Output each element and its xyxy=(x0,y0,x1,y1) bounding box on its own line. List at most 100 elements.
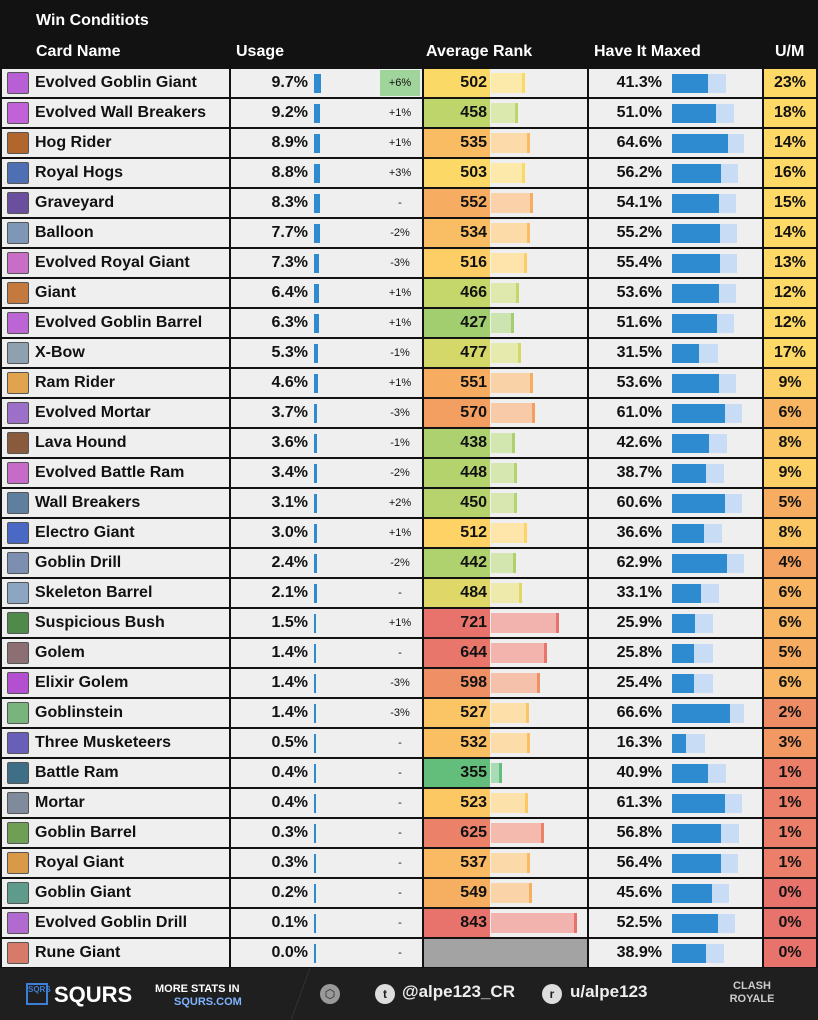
usage-bar xyxy=(314,704,317,723)
usage-change: +1% xyxy=(388,287,412,299)
um-cell: 0% xyxy=(764,909,816,937)
usage-change: +1% xyxy=(388,107,412,119)
maxed-bar xyxy=(672,764,708,783)
usage-change: -3% xyxy=(390,707,410,719)
maxed-value: 38.9% xyxy=(616,944,662,961)
card-name-cell: Evolved Wall Breakers xyxy=(2,99,229,127)
usage-change: +1% xyxy=(388,377,412,389)
rank-bar-edge xyxy=(574,913,578,933)
maxed-bar xyxy=(672,494,725,513)
usage-value: 0.0% xyxy=(271,944,308,961)
have-it-maxed-cell: 64.6% xyxy=(589,129,762,157)
rank-color-box xyxy=(424,609,490,637)
table-row: Skeleton Barrel 2.1% - 484 33.1% 6% xyxy=(2,578,816,608)
have-it-maxed-cell: 41.3% xyxy=(589,69,762,97)
usage-cell: 6.3% +1% xyxy=(231,309,422,337)
rank-color-box xyxy=(424,789,490,817)
rank-value: 502 xyxy=(460,74,487,91)
average-rank-cell: 503 xyxy=(424,159,587,187)
maxed-bar xyxy=(672,914,718,933)
have-it-maxed-cell: 52.5% xyxy=(589,909,762,937)
more-stats-link[interactable]: SQURS.COM xyxy=(174,996,242,1008)
um-cell: 9% xyxy=(764,369,816,397)
rank-bar-edge xyxy=(513,463,517,483)
average-rank-cell: 535 xyxy=(424,129,587,157)
card-name-cell: Elixir Golem xyxy=(2,669,229,697)
rank-bar xyxy=(491,223,527,243)
rank-color-box xyxy=(424,579,490,607)
usage-change: +1% xyxy=(388,137,412,149)
twitter-handle[interactable]: @alpe123_CR xyxy=(402,982,515,1001)
card-name: Electro Giant xyxy=(35,524,135,541)
rank-bar xyxy=(491,523,524,543)
average-rank-cell: 448 xyxy=(424,459,587,487)
rank-bar-edge xyxy=(540,823,544,843)
card-name-cell: Three Musketeers xyxy=(2,729,229,757)
usage-change: - xyxy=(398,887,402,899)
rank-value: 721 xyxy=(460,614,487,631)
rank-color-box xyxy=(424,519,490,547)
rank-value: 625 xyxy=(460,824,487,841)
rank-color-box xyxy=(424,219,490,247)
um-cell: 8% xyxy=(764,519,816,547)
more-stats-label: MORE STATS IN xyxy=(155,983,240,995)
card-name: Golem xyxy=(35,644,85,661)
reddit-alien-icon[interactable]: r xyxy=(542,984,562,1004)
usage-cell: 2.4% -2% xyxy=(231,549,422,577)
rank-bar-edge xyxy=(526,223,530,243)
average-rank-cell: 484 xyxy=(424,579,587,607)
usage-cell: 1.5% +1% xyxy=(231,609,422,637)
table-row: Electro Giant 3.0% +1% 512 36.6% 8% xyxy=(2,518,816,548)
rank-bar xyxy=(491,343,519,363)
usage-bar xyxy=(314,584,317,603)
usage-value: 3.7% xyxy=(271,404,308,421)
maxed-bar xyxy=(672,74,708,93)
usage-cell: 4.6% +1% xyxy=(231,369,422,397)
usage-bar xyxy=(314,194,320,213)
usage-value: 9.2% xyxy=(271,104,308,121)
rank-bar xyxy=(491,493,515,513)
um-cell: 6% xyxy=(764,669,816,697)
have-it-maxed-cell: 62.9% xyxy=(589,549,762,577)
have-it-maxed-cell: 31.5% xyxy=(589,339,762,367)
twitter-bird-icon[interactable]: t xyxy=(375,984,395,1004)
table-row: Hog Rider 8.9% +1% 535 64.6% 14% xyxy=(2,128,816,158)
usage-cell: 3.4% -2% xyxy=(231,459,422,487)
um-cell: 14% xyxy=(764,219,816,247)
card-name-cell: Suspicious Bush xyxy=(2,609,229,637)
average-rank-cell: 458 xyxy=(424,99,587,127)
maxed-bar xyxy=(672,794,726,813)
royale-api-icon: ⬡ xyxy=(320,984,340,1004)
have-it-maxed-cell: 16.3% xyxy=(589,729,762,757)
have-it-maxed-cell: 60.6% xyxy=(589,489,762,517)
have-it-maxed-cell: 42.6% xyxy=(589,429,762,457)
maxed-value: 66.6% xyxy=(616,704,662,721)
rank-bar xyxy=(491,193,530,213)
rank-bar-edge xyxy=(529,373,533,393)
table-row: Giant 6.4% +1% 466 53.6% 12% xyxy=(2,278,816,308)
usage-value: 0.3% xyxy=(271,854,308,871)
usage-value: 1.4% xyxy=(271,704,308,721)
reddit-handle[interactable]: u/alpe123 xyxy=(570,982,648,1001)
maxed-bar xyxy=(672,254,721,273)
maxed-value: 25.8% xyxy=(616,644,662,661)
rank-value: 523 xyxy=(460,794,487,811)
maxed-value: 60.6% xyxy=(616,494,662,511)
card-name-cell: Battle Ram xyxy=(2,759,229,787)
usage-cell: 2.1% - xyxy=(231,579,422,607)
rank-value: 355 xyxy=(460,764,487,781)
maxed-value: 36.6% xyxy=(616,524,662,541)
maxed-value: 31.5% xyxy=(616,344,662,361)
card-name: Evolved Goblin Giant xyxy=(35,74,197,91)
average-rank-cell: 532 xyxy=(424,729,587,757)
maxed-bar xyxy=(672,314,717,333)
usage-value: 0.3% xyxy=(271,824,308,841)
table-row: Royal Giant 0.3% - 537 56.4% 1% xyxy=(2,848,816,878)
maxed-value: 52.5% xyxy=(616,914,662,931)
um-cell: 2% xyxy=(764,699,816,727)
average-rank-cell: 552 xyxy=(424,189,587,217)
usage-bar xyxy=(314,854,316,873)
rank-value: 442 xyxy=(460,554,487,571)
usage-change: +2% xyxy=(388,497,412,509)
usage-cell: 3.0% +1% xyxy=(231,519,422,547)
